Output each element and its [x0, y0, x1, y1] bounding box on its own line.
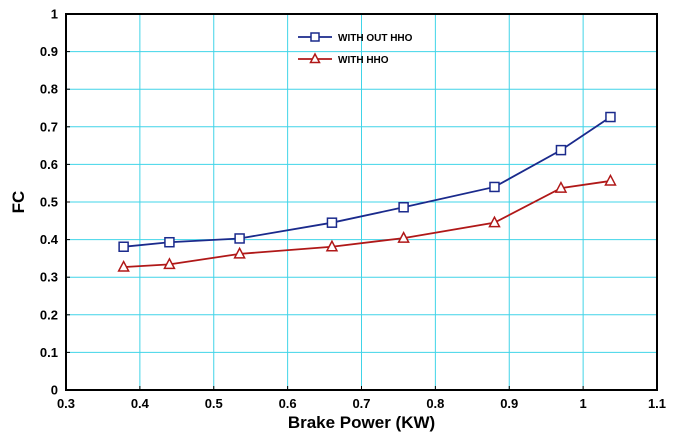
legend: WITH OUT HHO WITH HHO — [298, 32, 413, 66]
y-tick-label: 0.6 — [40, 157, 58, 172]
data-point-square — [555, 144, 567, 156]
y-axis-title: FC — [9, 191, 28, 214]
x-tick-label: 1.1 — [648, 396, 666, 411]
grid — [66, 14, 657, 390]
data-point-square — [489, 181, 500, 193]
y-tick-label: 0.3 — [40, 270, 58, 285]
y-tick-label: 0.5 — [40, 195, 58, 210]
y-tick-label: 0.4 — [40, 232, 59, 247]
y-tick-label: 0.2 — [40, 307, 58, 322]
ticks: 0.3 0.4 0.5 0.6 0.7 0.8 0.9 1 1.1 0 0.1 0.2 0.3 0.4 0.… — [40, 7, 666, 412]
x-axis-title: Brake Power (KW) — [288, 413, 435, 432]
x-tick-label: 0.3 — [57, 396, 75, 411]
y-tick-label: 0.7 — [40, 119, 58, 134]
y-tick-label: 0.1 — [40, 345, 58, 360]
x-tick-label: 0.9 — [500, 396, 518, 411]
y-tick-label: 0.8 — [40, 82, 58, 97]
series-line-2 — [123, 180, 611, 268]
data-point-square — [234, 233, 245, 244]
data-point-square — [398, 202, 409, 213]
data-point-triangle — [163, 257, 176, 270]
data-point-triangle — [325, 239, 339, 252]
legend-marker-square — [310, 32, 320, 42]
x-tick-label: 0.7 — [352, 396, 370, 411]
legend-marker-triangle — [309, 52, 321, 64]
legend-label: WITH HHO — [338, 55, 389, 66]
data-point-triangle — [397, 230, 410, 243]
x-tick-label: 0.5 — [205, 396, 223, 411]
y-tick-label: 1 — [51, 7, 58, 22]
x-tick-label: 0.8 — [426, 396, 444, 411]
y-tick-label: 0.9 — [40, 44, 58, 59]
legend-label: WITH OUT HHO — [338, 33, 413, 44]
data-point-triangle — [488, 215, 501, 228]
data-point-square — [605, 111, 616, 123]
data-point-square — [118, 241, 129, 252]
series-layer — [117, 111, 617, 272]
series-line-1 — [123, 116, 611, 248]
x-tick-label: 0.4 — [131, 396, 150, 411]
data-point-triangle — [117, 259, 130, 272]
x-tick-label: 1 — [580, 396, 587, 411]
x-tick-label: 0.6 — [279, 396, 297, 411]
y-tick-label: 0 — [51, 383, 58, 398]
data-point-square — [326, 217, 338, 228]
data-point-triangle — [233, 246, 246, 259]
data-point-square — [164, 236, 175, 248]
data-point-triangle — [554, 180, 568, 193]
data-point-triangle — [604, 173, 617, 186]
